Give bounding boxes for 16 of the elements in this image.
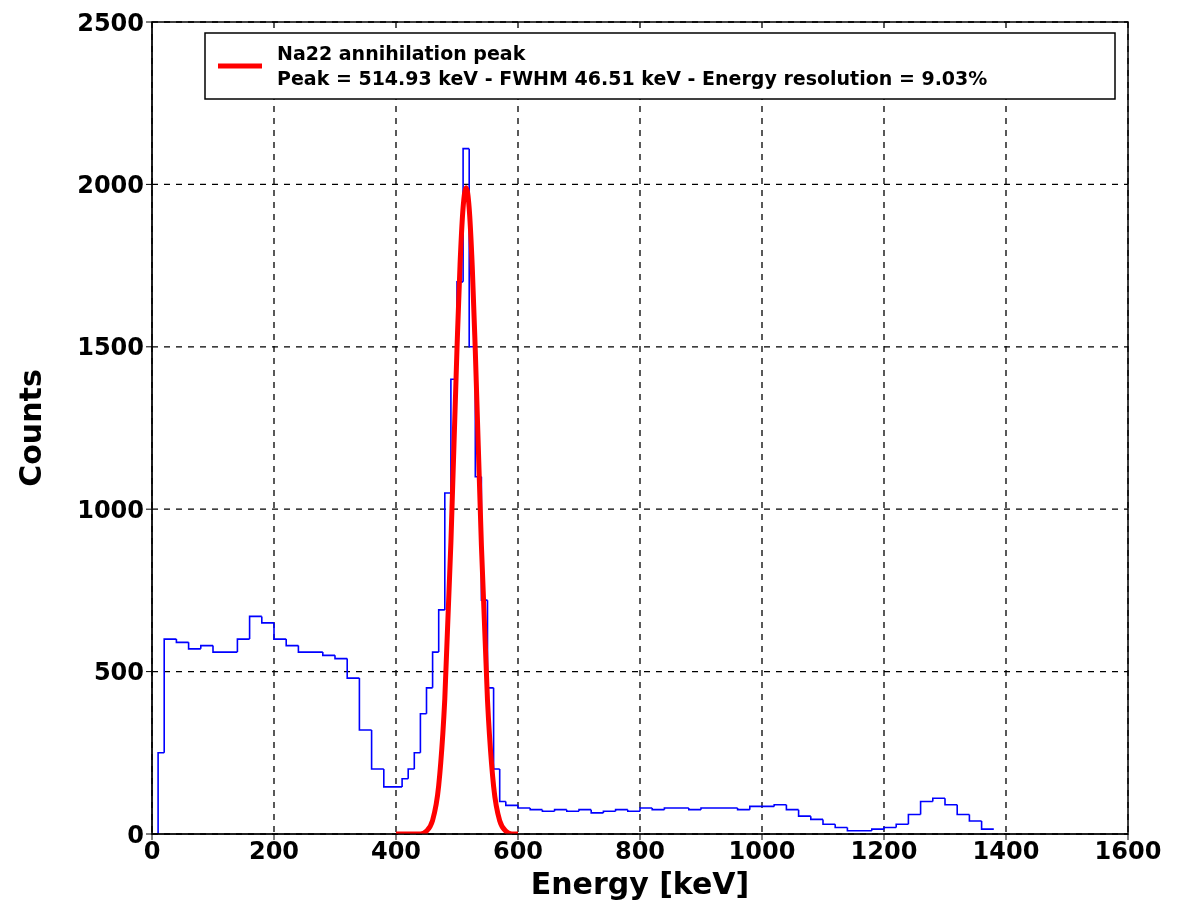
- y-tick-label: 2500: [77, 8, 144, 37]
- x-tick-label: 1000: [728, 837, 796, 866]
- y-tick-label: 2000: [77, 170, 144, 199]
- x-tick-label: 1600: [1094, 837, 1162, 866]
- y-axis-title: Counts: [12, 369, 48, 487]
- x-tick-label: 800: [614, 837, 666, 866]
- x-tick-label: 600: [492, 837, 544, 866]
- x-axis-title: Energy [keV]: [530, 866, 750, 901]
- y-tick-label: 500: [93, 658, 144, 687]
- y-tick-label: 1000: [77, 495, 144, 524]
- x-tick-label: 1400: [972, 837, 1040, 866]
- x-tick-label: 200: [248, 837, 300, 866]
- x-tick-label: 1200: [850, 837, 918, 866]
- x-tick-label: 400: [370, 837, 422, 866]
- legend-label: Na22 annihilation peak Peak = 514.93 keV - FWHM 46.51 keV - Energy resolution = 9.03%: [277, 42, 988, 89]
- y-tick-label: 1500: [77, 333, 144, 362]
